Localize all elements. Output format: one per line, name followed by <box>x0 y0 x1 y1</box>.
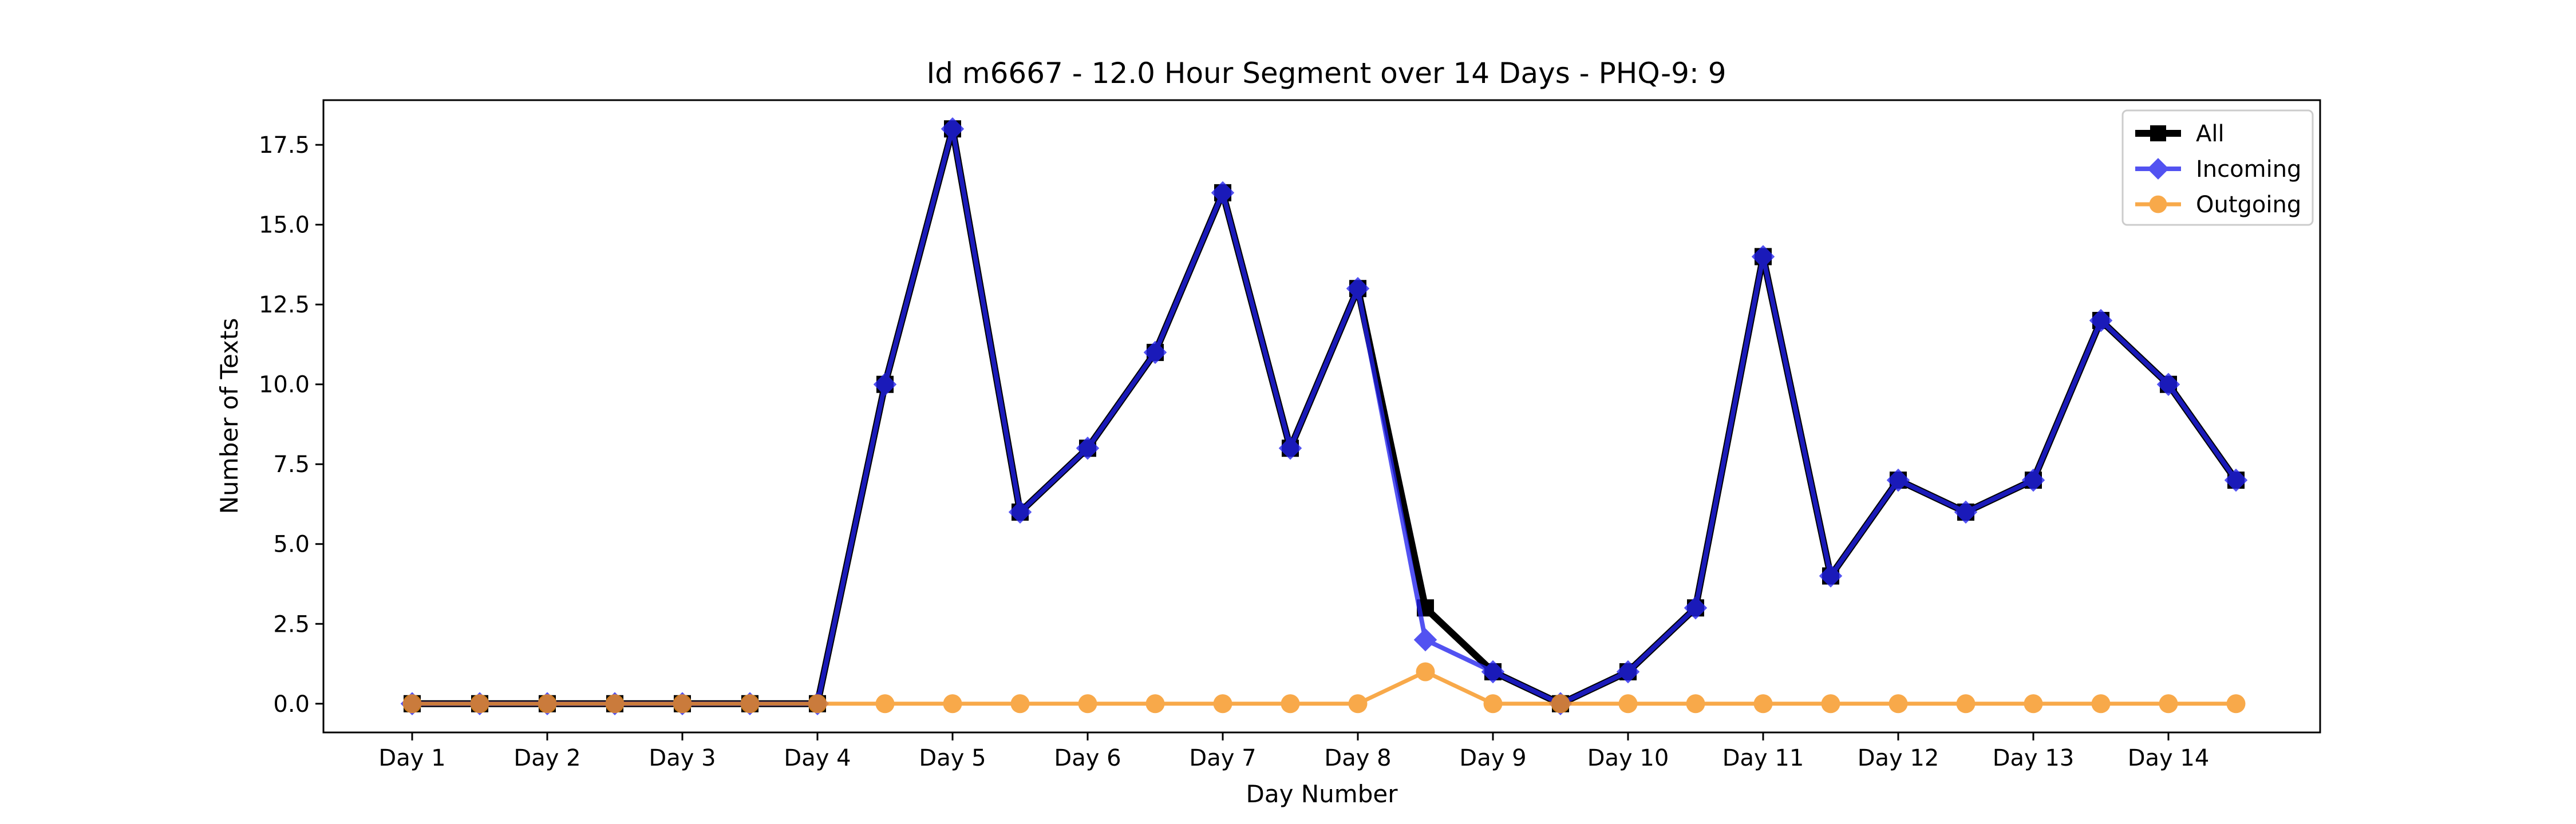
x-tick-label: Day 7 <box>1189 745 1256 771</box>
circle-marker <box>875 694 895 714</box>
circle-marker <box>2024 694 2043 714</box>
x-axis-title: Day Number <box>1246 780 1398 808</box>
x-tick-label: Day 2 <box>513 745 580 771</box>
circle-marker <box>1618 694 1638 714</box>
circle-marker <box>740 694 760 714</box>
diamond-marker <box>1751 245 1775 268</box>
legend-item-outgoing <box>2135 195 2181 213</box>
y-tick-label: 10.0 <box>259 372 310 398</box>
diamond-marker <box>1886 468 1910 492</box>
square-marker <box>2150 125 2166 141</box>
diamond-marker <box>1008 500 1032 524</box>
diamond-marker <box>1684 596 1708 620</box>
x-tick-label: Day 8 <box>1324 745 1391 771</box>
diamond-marker <box>1076 437 1100 460</box>
x-tick-label: Day 9 <box>1459 745 1526 771</box>
circle-marker <box>1483 694 1503 714</box>
circle-marker <box>1281 694 1300 714</box>
x-tick-label: Day 10 <box>1587 745 1669 771</box>
x-tick-label: Day 4 <box>784 745 851 771</box>
x-tick-label: Day 3 <box>649 745 716 771</box>
x-tick-label: Day 1 <box>378 745 445 771</box>
legend-item-incoming <box>2135 158 2181 180</box>
series-line <box>412 670 2236 706</box>
series-layer <box>400 117 2248 716</box>
circle-marker <box>2091 694 2111 714</box>
circle-marker <box>808 694 827 714</box>
y-tick-label: 17.5 <box>259 132 310 159</box>
circle-marker <box>1551 694 1570 714</box>
circle-marker <box>538 694 557 714</box>
diamond-marker <box>1819 564 1843 588</box>
diamond-marker <box>873 373 897 396</box>
circle-marker <box>1956 694 1976 714</box>
diamond-marker <box>1143 340 1167 365</box>
diamond-marker <box>1211 181 1235 205</box>
diamond-marker <box>1481 660 1505 684</box>
diamond-marker <box>1413 628 1437 652</box>
circle-marker <box>402 694 422 714</box>
diamond-marker <box>2089 308 2113 332</box>
chart-title: Id m6667 - 12.0 Hour Segment over 14 Day… <box>926 57 1726 90</box>
series-outgoing <box>402 662 2246 714</box>
circle-marker <box>2159 694 2178 714</box>
x-tick-label: Day 5 <box>919 745 986 771</box>
diamond-marker <box>1278 437 1302 460</box>
diamond-marker <box>2021 468 2045 492</box>
circle-marker <box>943 694 962 714</box>
plot-area <box>322 99 2321 734</box>
x-tick-label: Day 6 <box>1054 745 1121 771</box>
y-axis: 0.0 2.5 5.0 7.5 10.0 12.5 15.0 17.5 <box>259 132 323 718</box>
legend-item-all <box>2135 125 2181 141</box>
x-tick-label: Day 13 <box>1993 745 2075 771</box>
circle-marker <box>673 694 692 714</box>
y-tick-label: 0.0 <box>273 691 310 718</box>
circle-marker <box>1753 694 1773 714</box>
legend-label: Outgoing <box>2196 192 2301 218</box>
y-tick-label: 15.0 <box>259 212 310 239</box>
circle-marker <box>1888 694 1908 714</box>
circle-marker <box>1213 694 1232 714</box>
diamond-marker <box>1346 277 1370 300</box>
x-axis: Day 1 Day 2 Day 3 Day 4 Day 5 Day 6 Day 7 Day 8… <box>378 732 2209 771</box>
legend-box <box>2121 109 2314 226</box>
circle-marker <box>1686 694 1705 714</box>
y-axis-title: Number of Texts <box>215 318 243 514</box>
diamond-marker <box>1954 500 1978 524</box>
legend-label: All <box>2196 121 2225 147</box>
diamond-marker <box>1616 660 1640 684</box>
circle-marker <box>2226 694 2246 714</box>
diamond-marker <box>2156 373 2180 396</box>
diamond-marker <box>941 117 965 141</box>
circle-marker <box>470 694 489 714</box>
legend-label: Incoming <box>2196 156 2301 183</box>
circle-marker <box>1145 694 1165 714</box>
x-tick-label: Day 11 <box>1722 745 1804 771</box>
circle-marker <box>1348 694 1368 714</box>
x-tick-label: Day 12 <box>1858 745 1939 771</box>
circle-marker <box>1078 694 1097 714</box>
x-tick-label: Day 14 <box>2128 745 2210 771</box>
diamond-marker <box>2147 158 2169 180</box>
y-tick-label: 2.5 <box>273 611 310 637</box>
y-tick-label: 7.5 <box>273 451 310 478</box>
circle-marker <box>605 694 625 714</box>
circle-marker <box>2149 195 2167 213</box>
circle-marker <box>1416 662 1435 682</box>
circle-marker <box>1010 694 1030 714</box>
diamond-marker <box>2224 468 2248 492</box>
circle-marker <box>1821 694 1840 714</box>
y-tick-label: 5.0 <box>273 532 310 558</box>
legend: All Incoming Outgoing <box>2121 109 2314 226</box>
y-tick-label: 12.5 <box>259 292 310 318</box>
